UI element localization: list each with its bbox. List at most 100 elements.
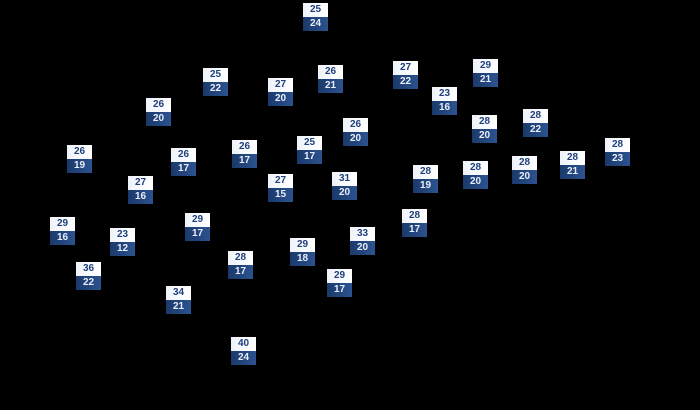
marker-bottom-value: 17 — [185, 227, 210, 241]
marker-bottom-value: 17 — [402, 223, 427, 237]
marker-top-value: 27 — [128, 176, 153, 190]
map-marker[interactable]: 28 20 — [463, 161, 488, 189]
map-marker[interactable]: 28 19 — [413, 165, 438, 193]
map-marker[interactable]: 25 22 — [203, 68, 228, 96]
marker-bottom-value: 19 — [67, 159, 92, 173]
marker-top-value: 29 — [327, 269, 352, 283]
marker-top-value: 23 — [110, 228, 135, 242]
marker-top-value: 29 — [50, 217, 75, 231]
marker-bottom-value: 22 — [203, 82, 228, 96]
marker-top-value: 26 — [232, 140, 257, 154]
map-marker[interactable]: 29 21 — [473, 59, 498, 87]
map-marker[interactable]: 26 20 — [146, 98, 171, 126]
marker-top-value: 25 — [303, 3, 328, 17]
marker-top-value: 26 — [343, 118, 368, 132]
marker-bottom-value: 22 — [393, 75, 418, 89]
marker-top-value: 29 — [473, 59, 498, 73]
map-marker[interactable]: 26 21 — [318, 65, 343, 93]
marker-bottom-value: 16 — [432, 101, 457, 115]
marker-bottom-value: 21 — [473, 73, 498, 87]
marker-top-value: 27 — [393, 61, 418, 75]
map-marker[interactable]: 29 17 — [327, 269, 352, 297]
marker-top-value: 28 — [463, 161, 488, 175]
marker-bottom-value: 21 — [318, 79, 343, 93]
marker-bottom-value: 16 — [50, 231, 75, 245]
marker-top-value: 28 — [605, 138, 630, 152]
map-marker[interactable]: 34 21 — [166, 286, 191, 314]
marker-bottom-value: 17 — [232, 154, 257, 168]
marker-bottom-value: 20 — [512, 170, 537, 184]
marker-top-value: 26 — [171, 148, 196, 162]
map-marker[interactable]: 27 15 — [268, 174, 293, 202]
map-marker[interactable]: 29 17 — [185, 213, 210, 241]
marker-bottom-value: 20 — [332, 186, 357, 200]
marker-top-value: 34 — [166, 286, 191, 300]
map-marker[interactable]: 33 20 — [350, 227, 375, 255]
marker-top-value: 28 — [228, 251, 253, 265]
marker-bottom-value: 18 — [290, 252, 315, 266]
marker-top-value: 25 — [297, 136, 322, 150]
marker-bottom-value: 16 — [128, 190, 153, 204]
map-marker[interactable]: 29 18 — [290, 238, 315, 266]
map-marker[interactable]: 26 17 — [232, 140, 257, 168]
marker-top-value: 26 — [146, 98, 171, 112]
map-marker[interactable]: 23 12 — [110, 228, 135, 256]
map-marker[interactable]: 26 19 — [67, 145, 92, 173]
map-marker[interactable]: 28 20 — [472, 115, 497, 143]
marker-top-value: 28 — [413, 165, 438, 179]
marker-bottom-value: 24 — [231, 351, 256, 365]
map-marker[interactable]: 28 21 — [560, 151, 585, 179]
marker-top-value: 27 — [268, 78, 293, 92]
map-marker[interactable]: 26 17 — [171, 148, 196, 176]
marker-bottom-value: 17 — [228, 265, 253, 279]
marker-bottom-value: 22 — [76, 276, 101, 290]
marker-bottom-value: 19 — [413, 179, 438, 193]
marker-top-value: 26 — [318, 65, 343, 79]
marker-top-value: 29 — [185, 213, 210, 227]
map-marker[interactable]: 28 17 — [402, 209, 427, 237]
marker-top-value: 28 — [523, 109, 548, 123]
marker-bottom-value: 20 — [472, 129, 497, 143]
map-marker[interactable]: 27 16 — [128, 176, 153, 204]
marker-bottom-value: 20 — [350, 241, 375, 255]
marker-bottom-value: 20 — [343, 132, 368, 146]
map-marker[interactable]: 23 16 — [432, 87, 457, 115]
marker-top-value: 28 — [512, 156, 537, 170]
map-marker[interactable]: 28 20 — [512, 156, 537, 184]
map-marker[interactable]: 25 24 — [303, 3, 328, 31]
map-marker[interactable]: 27 22 — [393, 61, 418, 89]
marker-bottom-value: 21 — [560, 165, 585, 179]
marker-bottom-value: 17 — [171, 162, 196, 176]
marker-bottom-value: 20 — [463, 175, 488, 189]
marker-bottom-value: 17 — [327, 283, 352, 297]
map-marker[interactable]: 31 20 — [332, 172, 357, 200]
marker-top-value: 26 — [67, 145, 92, 159]
marker-bottom-value: 12 — [110, 242, 135, 256]
marker-top-value: 23 — [432, 87, 457, 101]
marker-top-value: 27 — [268, 174, 293, 188]
map-marker[interactable]: 26 20 — [343, 118, 368, 146]
marker-bottom-value: 24 — [303, 17, 328, 31]
marker-top-value: 33 — [350, 227, 375, 241]
map-marker[interactable]: 40 24 — [231, 337, 256, 365]
map-marker[interactable]: 28 23 — [605, 138, 630, 166]
marker-top-value: 28 — [402, 209, 427, 223]
marker-bottom-value: 20 — [146, 112, 171, 126]
map-marker[interactable]: 28 17 — [228, 251, 253, 279]
marker-top-value: 28 — [472, 115, 497, 129]
map-marker[interactable]: 28 22 — [523, 109, 548, 137]
marker-bottom-value: 17 — [297, 150, 322, 164]
marker-top-value: 25 — [203, 68, 228, 82]
marker-bottom-value: 20 — [268, 92, 293, 106]
map-marker[interactable]: 36 22 — [76, 262, 101, 290]
map-marker[interactable]: 25 17 — [297, 136, 322, 164]
map-marker[interactable]: 29 16 — [50, 217, 75, 245]
marker-top-value: 29 — [290, 238, 315, 252]
marker-top-value: 40 — [231, 337, 256, 351]
marker-top-value: 36 — [76, 262, 101, 276]
marker-bottom-value: 21 — [166, 300, 191, 314]
marker-bottom-value: 22 — [523, 123, 548, 137]
marker-bottom-value: 23 — [605, 152, 630, 166]
map-marker[interactable]: 27 20 — [268, 78, 293, 106]
